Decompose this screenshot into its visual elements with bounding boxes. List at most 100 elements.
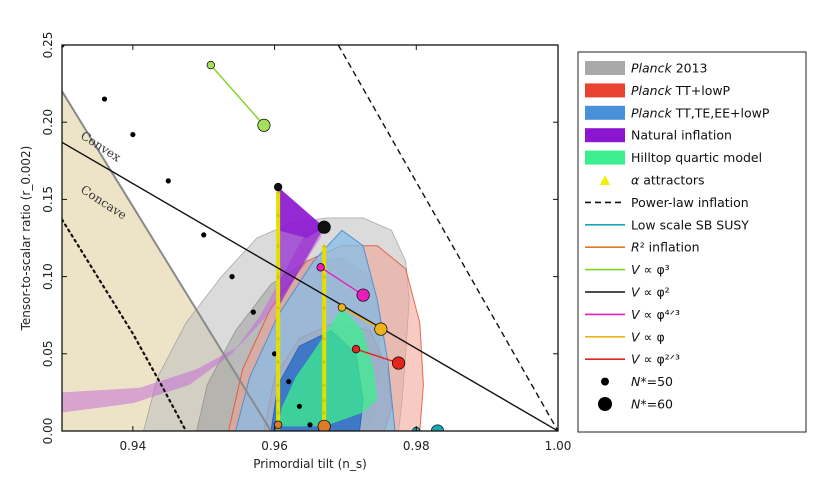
legend-label-text-15: *=60 xyxy=(640,397,673,412)
legend-label-text-8: ² inflation xyxy=(640,240,700,255)
natural-inflation-band xyxy=(62,225,325,413)
alpha-attractor-point-7 xyxy=(275,305,281,310)
legend-label-italic-10: V xyxy=(631,285,641,300)
x-tick-label-1: 0.96 xyxy=(261,439,288,453)
legend-label-9: V ∝ φ³ xyxy=(631,262,670,277)
legend-label-italic-2: Planck xyxy=(631,105,672,120)
series-11-segment xyxy=(320,266,364,296)
legend-label-7: Low scale SB SUSY xyxy=(631,217,749,232)
y-tick-label-3: 0.15 xyxy=(41,186,55,213)
series-12-segment xyxy=(341,306,382,330)
y-tick-label-2: 0.10 xyxy=(41,263,55,290)
alpha-attractor-point-17 xyxy=(321,359,327,364)
y-tick-label-1: 0.05 xyxy=(41,340,55,367)
alpha-attractor-point-19 xyxy=(321,305,327,310)
y-tick-label-0: 0.00 xyxy=(41,418,55,445)
alpha-attractor-point-18 xyxy=(321,336,327,341)
y-tick-label-4: 0.20 xyxy=(41,109,55,136)
legend-label-italic-15: N xyxy=(631,397,641,412)
legend-label-italic-11: V xyxy=(631,307,641,322)
endpoint-marker-10 xyxy=(273,420,283,429)
axes: 0.94 0.96 0.98 1.00 0.00 0.05 0.10 0.15 0.20 0.25 xyxy=(41,32,571,453)
legend-label-italic-13: V xyxy=(631,352,641,367)
legend-label-text-13: ∝ φ²ᐟ³ xyxy=(640,352,680,367)
legend-label-text-14: *=50 xyxy=(640,374,673,389)
y-tick-label-5: 0.25 xyxy=(41,32,55,59)
series-9-segment xyxy=(210,64,265,126)
alpha-attractor-point-6 xyxy=(275,336,281,341)
alpha-attractor-point-21 xyxy=(321,243,327,248)
legend-swatch-3 xyxy=(585,128,625,143)
alpha-attractor-point-9 xyxy=(275,243,281,248)
series-13-segment xyxy=(355,348,399,364)
legend-label-italic-0: Planck xyxy=(631,61,672,76)
concave-dotted-line xyxy=(62,218,188,431)
legend-swatch-5 xyxy=(600,175,610,185)
alpha-attractor-point-3 xyxy=(275,398,281,402)
legend-swatch-4 xyxy=(585,150,625,165)
series-10-line xyxy=(62,141,558,431)
legend-label-text-6: Power-law inflation xyxy=(631,195,749,210)
legend-label-13: V ∝ φ²ᐟ³ xyxy=(631,352,680,367)
legend-label-text-11: ∝ φ⁴ᐟ³ xyxy=(640,307,680,322)
legend-label-14: N*=50 xyxy=(631,374,673,389)
alpha-attractor-point-16 xyxy=(321,382,327,387)
x-tick-label-0: 0.94 xyxy=(119,439,146,453)
alpha-attractor-point-11 xyxy=(275,189,281,194)
n-star-dotted-point-9 xyxy=(296,403,302,409)
n-star-dotted-point-3 xyxy=(165,178,171,184)
endpoint-marker-4 xyxy=(316,263,325,272)
legend-label-text-0: 2013 xyxy=(672,61,708,76)
n-star-dotted-point-10 xyxy=(307,422,313,428)
legend-label-15: N*=60 xyxy=(631,397,673,412)
convex-concave-boundary xyxy=(62,90,272,431)
legend-label-text-1: TT+lowP xyxy=(672,83,731,98)
endpoint-marker-5 xyxy=(356,288,370,302)
n-star-dotted-point-4 xyxy=(201,232,207,238)
legend-label-italic-5: α xyxy=(631,173,640,188)
legend-label-10: V ∝ φ² xyxy=(631,285,670,300)
x-tick-label-3: 1.00 xyxy=(545,439,572,453)
legend-label-2: Planck TT,TE,EE+lowP xyxy=(631,105,770,120)
legend-swatch-14 xyxy=(601,377,609,386)
legend-label-italic-1: Planck xyxy=(631,83,672,98)
endpoint-marker-0 xyxy=(206,60,215,70)
x-axis-label: Primordial tilt (n_s) xyxy=(253,457,367,471)
alpha-attractor-point-5 xyxy=(275,359,281,364)
legend-label-italic-8: R xyxy=(631,240,640,255)
legend-swatch-15 xyxy=(598,397,612,411)
n-star-dotted-point-1 xyxy=(101,96,108,102)
legend-label-text-7: Low scale SB SUSY xyxy=(631,217,749,232)
alpha-attractor-point-14 xyxy=(321,410,327,415)
alpha-attractor-point-10 xyxy=(275,212,281,217)
endpoint-marker-8 xyxy=(351,345,361,354)
legend-label-3: Natural inflation xyxy=(631,128,732,143)
n-star-dotted-point-5 xyxy=(229,274,235,280)
legend-label-text-10: ∝ φ² xyxy=(640,285,670,300)
endpoint-marker-7 xyxy=(374,322,388,336)
y-axis-label: Tensor-to-scalar ratio (r_0.002) xyxy=(19,146,33,332)
legend-label-4: Hilltop quartic model xyxy=(631,150,762,165)
legend-label-8: R² inflation xyxy=(631,240,700,255)
legend-label-5: α attractors xyxy=(631,173,705,188)
alpha-attractor-point-20 xyxy=(321,274,327,279)
series-6-line xyxy=(337,45,558,431)
legend-swatch-1 xyxy=(585,83,625,98)
alpha-attractor-point-4 xyxy=(275,382,281,387)
alpha-attractor-point-8 xyxy=(275,274,281,279)
endpoint-marker-11 xyxy=(317,419,331,431)
legend-label-italic-9: V xyxy=(631,262,641,277)
legend-label-text-3: Natural inflation xyxy=(631,128,732,143)
legend-label-11: V ∝ φ⁴ᐟ³ xyxy=(631,307,680,322)
legend-label-6: Power-law inflation xyxy=(631,195,749,210)
endpoint-marker-6 xyxy=(337,303,347,312)
x-tick-label-2: 0.98 xyxy=(403,439,430,453)
legend-label-0: Planck 2013 xyxy=(631,61,708,76)
legend-label-text-2: TT,TE,EE+lowP xyxy=(672,105,770,120)
alpha-attractor-point-2 xyxy=(275,410,281,415)
n-star-dotted-point-2 xyxy=(130,131,136,138)
legend-swatch-0 xyxy=(585,61,625,75)
hilltop-quartic-region xyxy=(278,307,378,427)
